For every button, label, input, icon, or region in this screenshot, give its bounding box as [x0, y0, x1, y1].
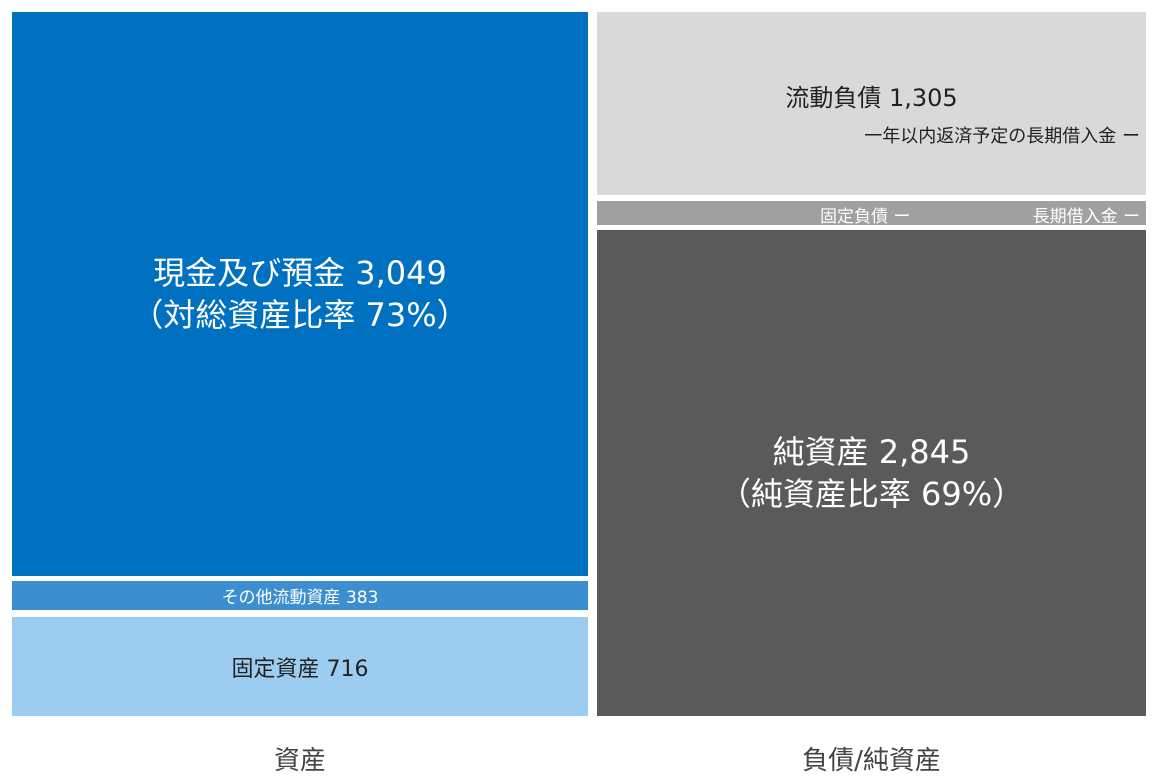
fixed-liabilities-block: 固定負債 ー 長期借入金 ー: [597, 201, 1146, 227]
cash-block: 現金及び預金 3,049 （対総資産比率 73%）: [12, 12, 588, 576]
fixed-liabilities-label: 固定負債 ー: [820, 207, 911, 227]
assets-caption: 資産: [273, 746, 326, 776]
net-assets-block: 純資産 2,845 （純資産比率 69%）: [597, 230, 1146, 716]
fixed-assets-label: 固定資産 716: [231, 656, 369, 682]
other-current-block: その他流動資産 383: [12, 581, 588, 610]
current-liabilities-sub: 一年以内返済予定の長期借入金 ー: [864, 126, 1140, 147]
other-current-label: その他流動資産 383: [221, 588, 379, 608]
liabilities-caption: 負債/純資産: [802, 746, 941, 776]
current-liabilities-label: 流動負債 1,305: [785, 84, 958, 112]
cash-label: 現金及び預金 3,049: [153, 254, 447, 292]
cash-ratio: （対総資産比率 73%）: [131, 296, 469, 334]
current-liabilities-block: 流動負債 1,305 一年以内返済予定の長期借入金 ー: [597, 12, 1146, 195]
net-assets-label: 純資産 2,845: [772, 433, 971, 471]
fixed-liabilities-sub: 長期借入金 ー: [1032, 207, 1140, 227]
net-assets-ratio: （純資産比率 69%）: [718, 475, 1025, 513]
fixed-assets-block: 固定資産 716: [12, 617, 588, 716]
